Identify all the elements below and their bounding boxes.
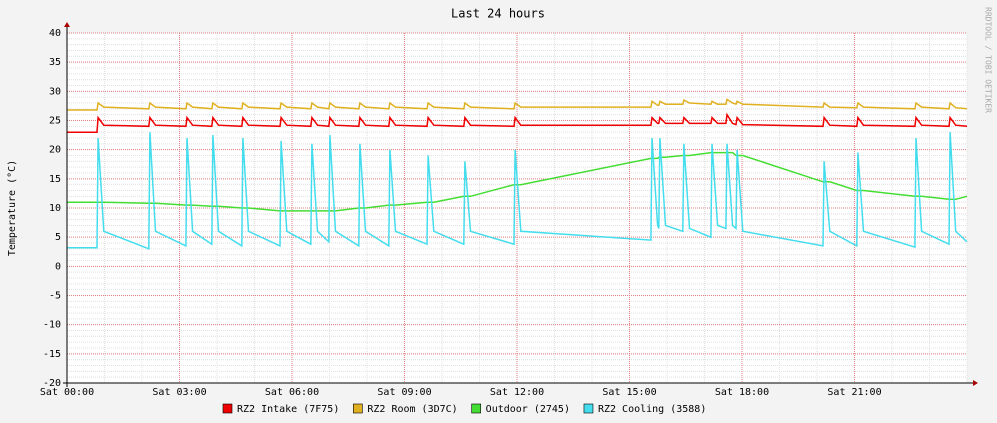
x-tick-label: Sat 03:00 — [152, 387, 206, 398]
y-tick-label: -10 — [43, 320, 61, 331]
x-tick-label: Sat 18:00 — [715, 387, 769, 398]
legend-label: RZ2 Room (3D7C) — [367, 404, 457, 415]
legend-swatch — [353, 403, 363, 414]
series-line — [67, 132, 968, 250]
x-tick-label: Sat 00:00 — [40, 387, 94, 398]
y-tick-label: 5 — [55, 232, 61, 243]
y-tick-label: 40 — [49, 28, 61, 39]
y-tick-label: -15 — [43, 349, 61, 360]
x-tick-label: Sat 12:00 — [490, 387, 544, 398]
y-tick-label: -5 — [49, 291, 61, 302]
y-tick-label: 0 — [55, 261, 61, 272]
legend-swatch — [222, 403, 233, 414]
y-tick-label: 10 — [49, 203, 61, 214]
x-tick-label: Sat 15:00 — [602, 387, 656, 398]
legend-swatch — [471, 403, 481, 414]
x-tick-label: Sat 09:00 — [377, 387, 431, 398]
x-tick-label: Sat 21:00 — [827, 387, 881, 398]
axis-arrow — [64, 22, 70, 27]
series-line — [67, 112, 968, 133]
legend-swatch — [583, 403, 594, 414]
y-tick-label: 20 — [49, 145, 61, 156]
y-tick-label: -20 — [43, 378, 61, 389]
y-tick-label: 30 — [49, 86, 61, 97]
legend-label: RZ2 Intake (7F75) — [237, 404, 339, 415]
chart-title: Last 24 hours — [451, 7, 545, 21]
x-tick-label: Sat 06:00 — [265, 387, 319, 398]
y-tick-label: 15 — [49, 174, 61, 185]
y-tick-label: 35 — [49, 57, 61, 68]
legend-label: Outdoor (2745) — [486, 404, 570, 415]
axis-arrow — [973, 380, 978, 386]
y-tick-label: 25 — [49, 116, 61, 127]
series-line — [67, 98, 968, 111]
y-axis-label: Temperature (°C) — [7, 160, 18, 256]
watermark: RRDTOOL / TOBI OETIKER — [984, 7, 993, 113]
legend-label: RZ2 Cooling (3588) — [598, 404, 706, 415]
